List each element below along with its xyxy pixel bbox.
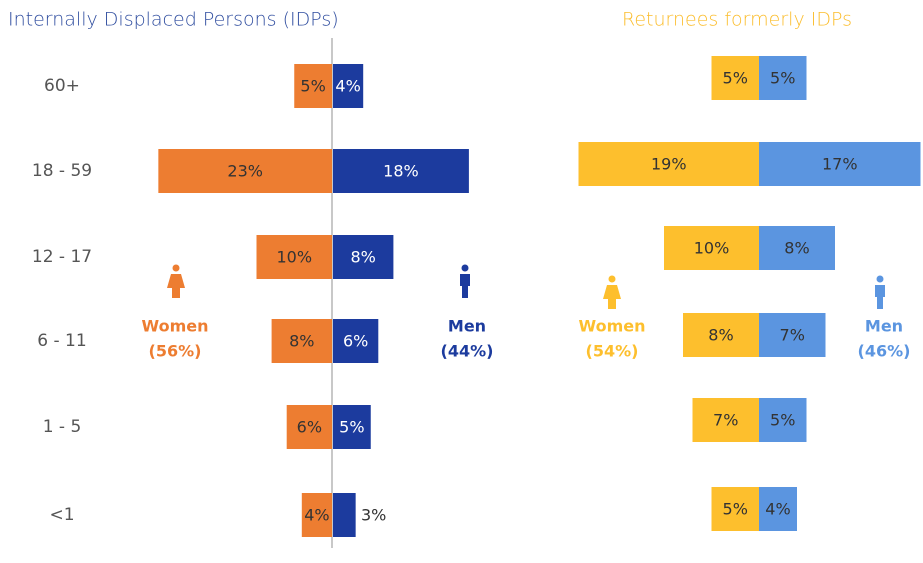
bar [759,56,807,100]
bar [711,56,759,100]
value-label: 17% [822,155,858,174]
legend-share: (56%) [149,342,202,361]
legend-label: Women [142,317,209,336]
value-label: 23% [227,162,263,181]
value-label: 10% [694,239,730,258]
bar [759,142,921,186]
legend-label: Men [865,317,903,336]
bar [271,319,332,363]
bar [294,64,332,108]
value-label: 7% [713,411,738,430]
bar [683,313,759,357]
value-label: 5% [300,77,325,96]
value-label: 6% [297,418,322,437]
category-label: 6 - 11 [37,331,86,351]
value-label: 4% [765,500,790,519]
bar [333,405,371,449]
bar [578,142,759,186]
bar [256,235,332,279]
men-icon [460,264,470,298]
bar [759,313,826,357]
bar [711,487,759,531]
value-label: 6% [343,332,368,351]
value-label: 8% [784,239,809,258]
category-label: 1 - 5 [43,417,82,437]
bar [333,493,356,537]
category-label: 18 - 59 [32,161,92,181]
value-label: 8% [289,332,314,351]
legend-share: (54%) [586,342,639,361]
value-label: 7% [780,326,805,345]
category-label: 12 - 17 [32,247,92,267]
bar [759,398,807,442]
bar [301,493,332,537]
bar [158,149,332,193]
legend-share: (46%) [858,342,911,361]
value-label: 4% [335,77,360,96]
bar [333,319,379,363]
bar [759,226,835,270]
bar [692,398,759,442]
chart-title: Internally Displaced Persons (IDPs) [8,9,339,31]
value-label: 5% [770,411,795,430]
value-label: 8% [708,326,733,345]
women-icon [167,264,185,298]
value-label: 5% [723,69,748,88]
women-icon [603,275,621,309]
value-label: 3% [361,506,386,525]
bar [333,149,469,193]
value-label: 10% [276,248,312,267]
category-label: <1 [49,505,74,525]
value-label: 18% [383,162,419,181]
value-label: 8% [351,248,376,267]
bar [664,226,759,270]
bar [333,64,364,108]
category-label: 60+ [44,76,80,96]
value-label: 5% [723,500,748,519]
value-label: 5% [339,418,364,437]
value-label: 5% [770,69,795,88]
chart-title: Returnees formerly IDPs [622,9,852,31]
bar [333,235,394,279]
legend-label: Men [448,317,486,336]
bar [286,405,332,449]
value-label: 4% [304,506,329,525]
men-icon [875,275,885,309]
bar [759,487,797,531]
value-label: 19% [651,155,687,174]
legend-label: Women [579,317,646,336]
legend-share: (44%) [441,342,494,361]
